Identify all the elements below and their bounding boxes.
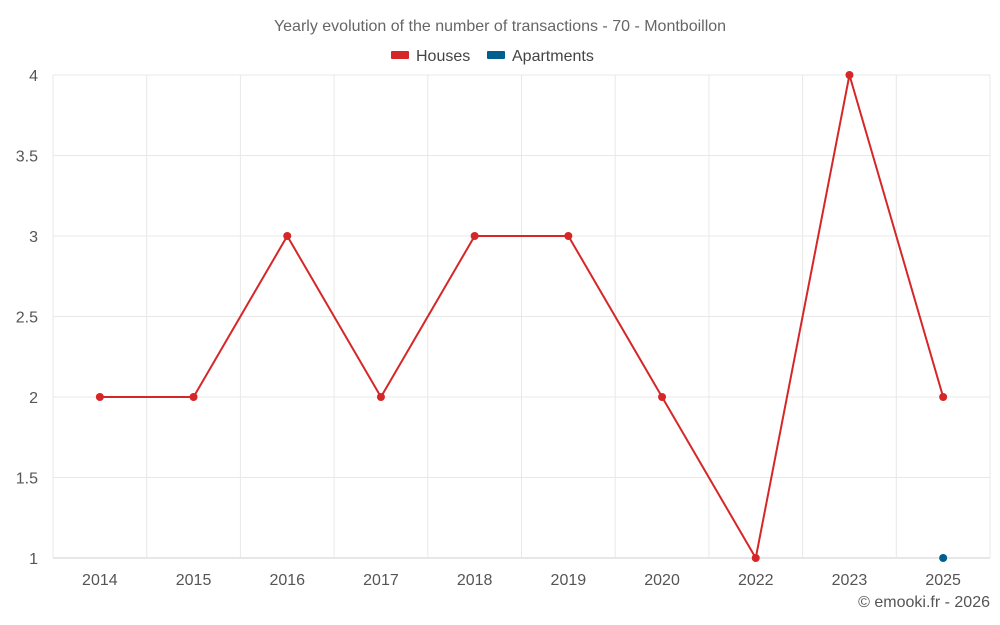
data-point-houses[interactable]: [658, 393, 667, 401]
y-tick-label: 4: [29, 68, 38, 85]
x-tick-label: 2020: [644, 572, 680, 589]
x-tick-label: 2019: [551, 572, 587, 589]
data-point-houses[interactable]: [470, 232, 479, 240]
data-point-houses[interactable]: [283, 232, 292, 240]
y-tick-label: 2.5: [16, 310, 38, 327]
y-tick-label: 3.5: [16, 149, 38, 166]
x-tick-label: 2016: [269, 572, 305, 589]
y-tick-label: 2: [29, 390, 38, 407]
x-tick-label: 2014: [82, 572, 118, 589]
data-point-houses[interactable]: [376, 393, 385, 401]
credit-text: © emooki.fr - 2026: [858, 594, 990, 611]
data-point-houses[interactable]: [939, 393, 948, 401]
data-point-apartments[interactable]: [939, 554, 948, 562]
x-axis-ticks: 2014 2015 2016 2017 2018 2019 2020 2022 2023 2025: [82, 572, 961, 589]
legend-item-houses[interactable]: Houses: [391, 48, 470, 65]
data-point-houses[interactable]: [189, 393, 198, 401]
x-tick-label: 2023: [832, 572, 868, 589]
plot-area: [95, 71, 948, 562]
x-tick-label: 2022: [738, 572, 774, 589]
x-tick-label: 2025: [925, 572, 961, 589]
data-point-houses[interactable]: [845, 71, 854, 79]
grid: [52, 74, 991, 559]
series-line-houses: [99, 74, 945, 559]
legend-label-apartments: Apartments: [512, 48, 594, 65]
legend-label-houses: Houses: [416, 48, 470, 65]
legend-item-apartments[interactable]: Apartments: [487, 48, 594, 65]
data-point-houses[interactable]: [95, 393, 104, 401]
legend-swatch-apartments: [487, 51, 505, 59]
data-point-houses[interactable]: [564, 232, 573, 240]
y-tick-label: 1.5: [16, 471, 38, 488]
chart-title: Yearly evolution of the number of transa…: [274, 18, 726, 35]
x-tick-label: 2017: [363, 572, 399, 589]
y-axis-ticks: 1 1.5 2 2.5 3 3.5 4: [16, 68, 38, 568]
x-tick-label: 2015: [176, 572, 212, 589]
y-tick-label: 3: [29, 229, 38, 246]
legend: Houses Apartments: [391, 48, 594, 65]
legend-swatch-houses: [391, 51, 409, 59]
data-point-houses[interactable]: [751, 554, 760, 562]
y-tick-label: 1: [29, 551, 38, 568]
x-tick-label: 2018: [457, 572, 493, 589]
